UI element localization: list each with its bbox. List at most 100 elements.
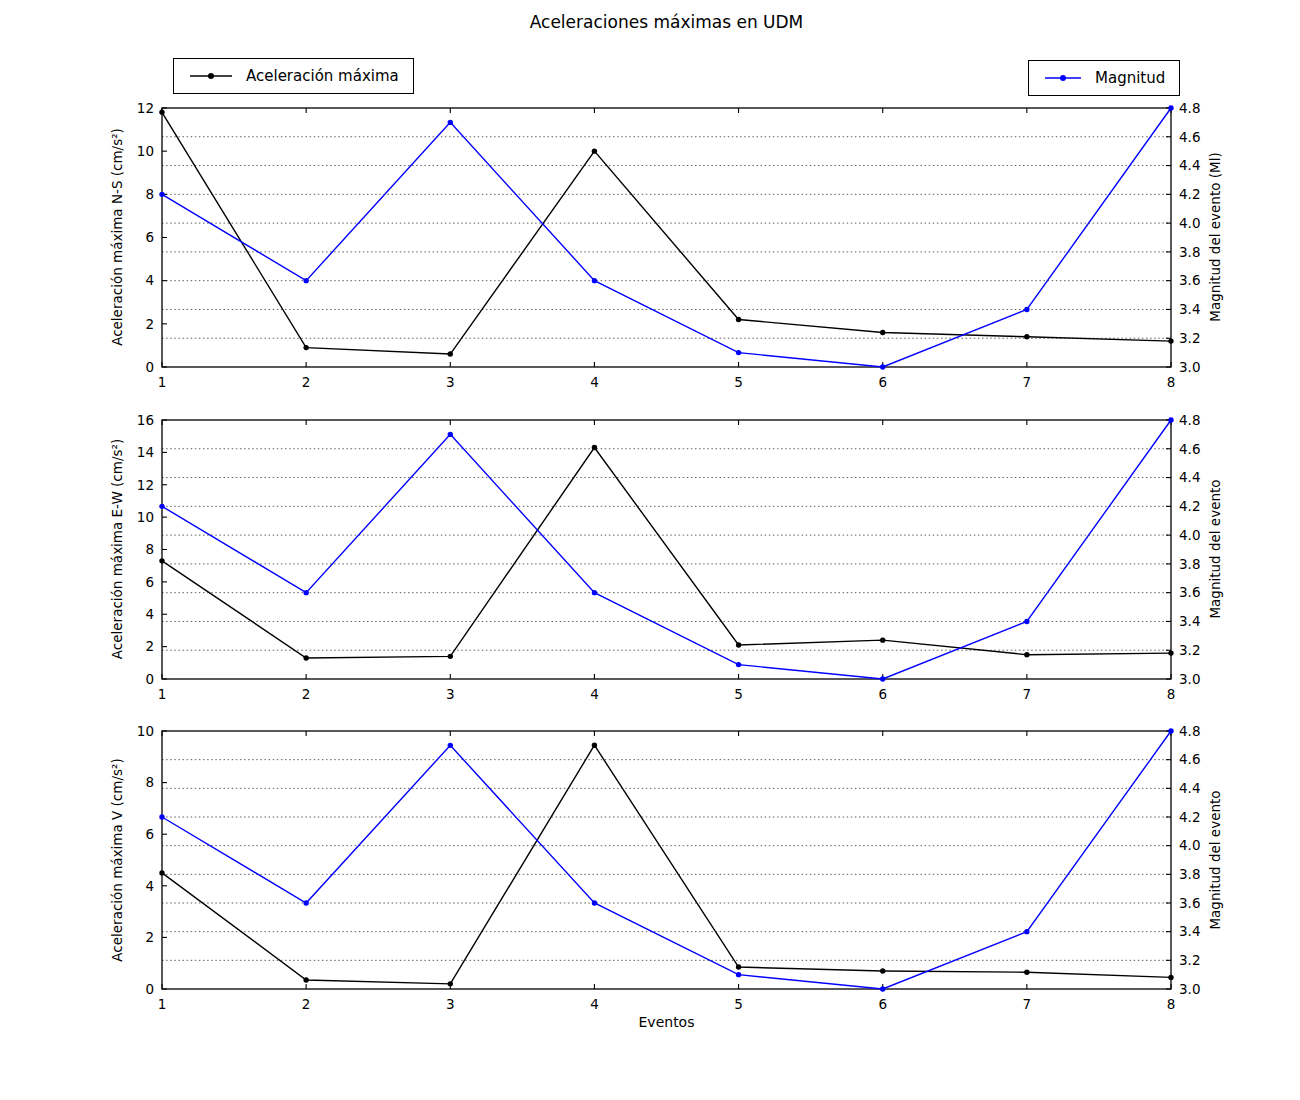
x-tick-label: 4 (590, 686, 599, 702)
data-point (880, 637, 885, 642)
x-tick-label: 2 (302, 686, 311, 702)
y-left-tick-label: 12 (137, 100, 154, 116)
data-point (159, 814, 164, 819)
y-left-tick-label: 8 (145, 186, 154, 202)
y-right-tick-label: 4.2 (1179, 809, 1200, 825)
y-right-tick-label: 4.2 (1179, 498, 1200, 514)
y-right-tick-label: 3.4 (1179, 301, 1200, 317)
y-right-tick-label: 3.2 (1179, 952, 1200, 968)
data-point (448, 432, 453, 437)
y-left-tick-label: 10 (137, 143, 154, 159)
series-line (162, 112, 1171, 354)
x-tick-label: 5 (734, 996, 743, 1012)
y-left-tick-label: 10 (137, 723, 154, 739)
data-point (736, 350, 741, 355)
y-left-tick-label: 4 (145, 878, 154, 894)
y-left-tick-label: 12 (137, 477, 154, 493)
y-left-tick-label: 10 (137, 509, 154, 525)
x-tick-label: 7 (1023, 996, 1032, 1012)
data-point (448, 351, 453, 356)
x-tick-label: 6 (878, 996, 887, 1012)
y-left-tick-label: 2 (145, 638, 154, 654)
y-right-tick-label: 4.0 (1179, 215, 1200, 231)
data-point (736, 972, 741, 977)
data-point (880, 330, 885, 335)
data-point (880, 968, 885, 973)
data-point (592, 590, 597, 595)
x-tick-label: 4 (590, 996, 599, 1012)
y-left-tick-label: 4 (145, 606, 154, 622)
x-tick-label: 3 (446, 374, 455, 390)
ylabel-aceleracion-ns: Aceleración máxima N-S (cm/s²) (109, 128, 125, 346)
series-line (162, 731, 1171, 989)
data-point (448, 743, 453, 748)
series-line (162, 420, 1171, 679)
x-tick-label: 8 (1167, 374, 1176, 390)
y-left-tick-label: 16 (137, 412, 154, 428)
y-right-tick-label: 4.6 (1179, 441, 1200, 457)
data-point (448, 120, 453, 125)
data-point (1168, 105, 1173, 110)
y-right-tick-label: 4.8 (1179, 412, 1200, 428)
data-point (736, 964, 741, 969)
y-right-tick-label: 4.2 (1179, 186, 1200, 202)
y-right-tick-label: 3.4 (1179, 613, 1200, 629)
x-tick-label: 2 (302, 374, 311, 390)
axes-frame (162, 420, 1171, 679)
data-point (1168, 650, 1173, 655)
charts-canvas: 123456780246810123.03.23.43.63.84.04.24.… (0, 0, 1300, 1100)
data-point (1024, 652, 1029, 657)
y-right-tick-label: 4.0 (1179, 837, 1200, 853)
x-tick-label: 1 (158, 686, 167, 702)
axes-frame (162, 731, 1171, 989)
y-right-tick-label: 4.0 (1179, 527, 1200, 543)
y-left-tick-label: 8 (145, 774, 154, 790)
y-left-tick-label: 8 (145, 541, 154, 557)
y-right-tick-label: 3.2 (1179, 330, 1200, 346)
y-left-tick-label: 6 (145, 229, 154, 245)
data-point (736, 642, 741, 647)
y-left-tick-label: 0 (145, 981, 154, 997)
y-right-tick-label: 4.6 (1179, 129, 1200, 145)
data-point (1168, 975, 1173, 980)
series-line (162, 745, 1171, 984)
ylabel-aceleracion-v: Aceleración máxima V (cm/s²) (109, 758, 125, 961)
data-point (303, 345, 308, 350)
y-right-tick-label: 4.8 (1179, 723, 1200, 739)
y-right-tick-label: 4.8 (1179, 100, 1200, 116)
y-right-tick-label: 3.4 (1179, 923, 1200, 939)
data-point (159, 504, 164, 509)
data-point (1168, 338, 1173, 343)
x-tick-label: 2 (302, 996, 311, 1012)
data-point (1024, 334, 1029, 339)
subplot-1: 123456780246810123.03.23.43.63.84.04.24.… (137, 100, 1201, 390)
x-tick-label: 3 (446, 996, 455, 1012)
data-point (159, 870, 164, 875)
y-left-tick-label: 0 (145, 671, 154, 687)
data-point (159, 558, 164, 563)
y-left-tick-label: 14 (137, 444, 154, 460)
ylabel-magnitud-ml: Magnitud del evento (Ml) (1207, 152, 1223, 321)
x-tick-label: 3 (446, 686, 455, 702)
data-point (303, 590, 308, 595)
data-point (1024, 307, 1029, 312)
data-point (736, 662, 741, 667)
y-left-tick-label: 6 (145, 826, 154, 842)
y-right-tick-label: 3.0 (1179, 359, 1200, 375)
y-right-tick-label: 4.4 (1179, 780, 1200, 796)
figure: Aceleraciones máximas en UDM Aceleración… (0, 0, 1300, 1100)
data-point (1168, 417, 1173, 422)
data-point (303, 655, 308, 660)
x-tick-label: 1 (158, 996, 167, 1012)
x-tick-label: 4 (590, 374, 599, 390)
y-right-tick-label: 3.6 (1179, 272, 1200, 288)
data-point (592, 278, 597, 283)
x-tick-label: 7 (1023, 686, 1032, 702)
subplot-2: 1234567802468101214163.03.23.43.63.84.04… (137, 412, 1201, 702)
ylabel-magnitud-3: Magnitud del evento (1207, 790, 1223, 929)
y-right-tick-label: 3.6 (1179, 584, 1200, 600)
x-tick-label: 7 (1023, 374, 1032, 390)
y-right-tick-label: 3.8 (1179, 866, 1200, 882)
data-point (592, 445, 597, 450)
y-right-tick-label: 3.2 (1179, 642, 1200, 658)
